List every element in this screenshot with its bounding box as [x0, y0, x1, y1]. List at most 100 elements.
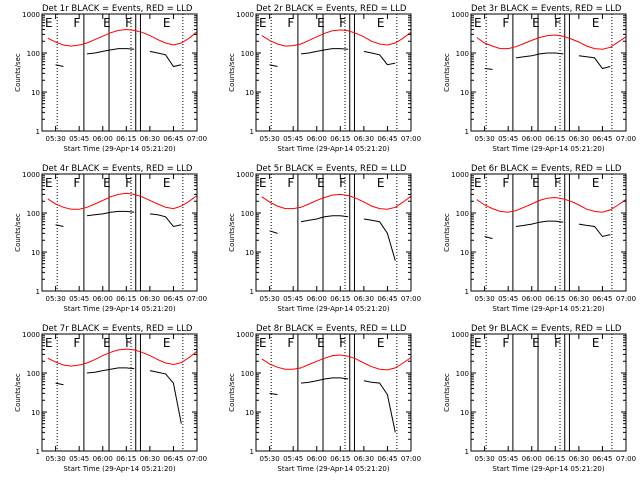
x-tick-label: 06:15 [545, 135, 565, 143]
y-tick-label: 10 [460, 409, 469, 417]
x-tick-label: 06:30 [569, 135, 589, 143]
y-tick-label: 100 [241, 50, 254, 58]
x-tick-label: 06:30 [354, 295, 374, 303]
y-tick-label: 1 [36, 128, 40, 136]
x-tick-label: 06:30 [140, 135, 160, 143]
y-tick-label: 1 [465, 448, 469, 456]
annotation-label: E [532, 176, 540, 190]
x-tick-label: 06:00 [307, 295, 327, 303]
x-tick-label: 05:45 [498, 295, 518, 303]
y-tick-label: 10 [460, 89, 469, 97]
annotation-label: E [377, 336, 385, 350]
annotation-label: F [73, 16, 80, 30]
series-events-line [55, 210, 182, 228]
y-axis-label: Counts/sec [443, 53, 451, 92]
x-tick-label: 07:00 [187, 295, 207, 303]
annotation-label: E [45, 336, 53, 350]
annotation-label: F [554, 16, 561, 30]
annotation-label: E [259, 16, 267, 30]
y-axis-label: Counts/sec [443, 213, 451, 252]
panel-title: Det 8r BLACK = Events, RED = LLD [256, 324, 407, 334]
annotation-label: F [502, 16, 509, 30]
x-tick-label: 06:00 [93, 295, 113, 303]
y-tick-label: 1000 [22, 11, 40, 19]
y-tick-label: 1000 [236, 11, 254, 19]
series-events-line [484, 52, 611, 70]
x-tick-label: 07:00 [401, 295, 421, 303]
y-tick-label: 100 [456, 50, 469, 58]
series-events-line [55, 48, 182, 68]
x-axis-label: Start Time (29-Apr-14 05:21:20) [492, 465, 604, 473]
annotation-label: F [287, 16, 294, 30]
x-tick-label: 06:45 [377, 455, 397, 463]
annotation-label: F [339, 336, 346, 350]
x-tick-label: 05:30 [475, 455, 495, 463]
annotation-label: E [317, 16, 325, 30]
annotation-label: E [45, 176, 53, 190]
annotation-label: E [103, 336, 111, 350]
x-tick-label: 06:45 [592, 455, 612, 463]
y-tick-label: 1000 [451, 11, 469, 19]
panel-title: Det 2r BLACK = Events, RED = LLD [256, 4, 407, 14]
annotation-label: F [125, 336, 132, 350]
y-tick-label: 100 [241, 210, 254, 218]
plot-frame [41, 13, 198, 132]
series-lld-line [261, 193, 412, 210]
x-tick-label: 06:15 [545, 295, 565, 303]
annotation-label: F [339, 176, 346, 190]
y-tick-label: 100 [27, 50, 40, 58]
x-tick-label: 06:15 [330, 135, 350, 143]
y-tick-label: 10 [245, 89, 254, 97]
x-axis-label: Start Time (29-Apr-14 05:21:20) [277, 145, 389, 153]
x-tick-label: 06:00 [93, 455, 113, 463]
x-tick-label: 07:00 [616, 135, 636, 143]
x-tick-label: 07:00 [187, 455, 207, 463]
plot-frame [41, 333, 198, 452]
panel-title: Det 7r BLACK = Events, RED = LLD [42, 324, 193, 334]
annotation-label: E [474, 16, 482, 30]
y-tick-label: 1 [36, 288, 40, 296]
series-events-line [269, 215, 396, 261]
y-tick-label: 1000 [451, 171, 469, 179]
y-tick-label: 1000 [22, 171, 40, 179]
annotation-label: E [163, 16, 171, 30]
plot-frame [470, 173, 627, 292]
y-tick-label: 10 [245, 409, 254, 417]
x-axis-label: Start Time (29-Apr-14 05:21:20) [63, 465, 175, 473]
series-events-line [484, 220, 611, 240]
x-tick-label: 05:45 [69, 135, 89, 143]
y-tick-label: 1000 [236, 331, 254, 339]
panel-title: Det 6r BLACK = Events, RED = LLD [471, 164, 622, 174]
x-axis-label: Start Time (29-Apr-14 05:21:20) [492, 305, 604, 313]
x-tick-label: 07:00 [401, 455, 421, 463]
series-events-line [269, 48, 396, 67]
x-tick-label: 06:15 [116, 455, 136, 463]
series-lld-line [47, 28, 198, 47]
x-tick-label: 07:00 [187, 135, 207, 143]
y-tick-label: 1 [465, 288, 469, 296]
x-tick-label: 05:45 [283, 295, 303, 303]
annotation-label: F [502, 176, 509, 190]
x-tick-label: 06:00 [522, 455, 542, 463]
x-tick-label: 06:15 [545, 455, 565, 463]
series-events-line [55, 367, 182, 424]
x-tick-label: 05:30 [46, 135, 66, 143]
x-tick-label: 06:30 [569, 455, 589, 463]
y-tick-label: 100 [456, 210, 469, 218]
x-tick-label: 06:00 [522, 295, 542, 303]
x-tick-label: 05:45 [69, 295, 89, 303]
y-tick-label: 1 [250, 128, 254, 136]
annotation-label: E [317, 176, 325, 190]
annotation-label: E [377, 16, 385, 30]
annotation-label: F [554, 336, 561, 350]
annotation-label: E [103, 16, 111, 30]
y-tick-label: 1 [250, 288, 254, 296]
series-lld-line [261, 29, 412, 47]
y-tick-label: 100 [456, 370, 469, 378]
x-tick-label: 06:45 [592, 295, 612, 303]
annotation-label: F [554, 176, 561, 190]
